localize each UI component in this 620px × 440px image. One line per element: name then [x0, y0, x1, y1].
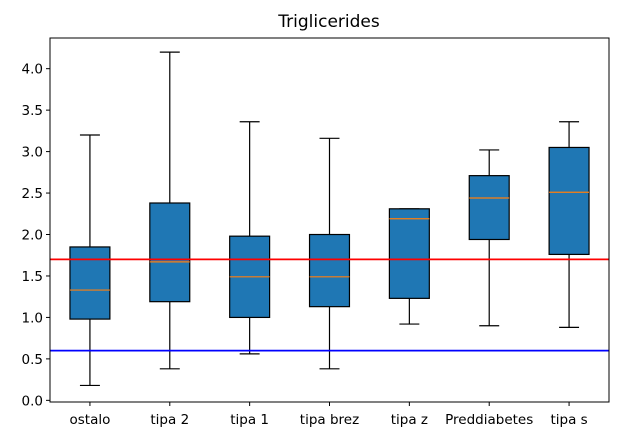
x-tick-label: tipa 2	[150, 412, 189, 428]
y-tick-label: 3.0	[22, 145, 43, 161]
x-tick-label: tipa 1	[230, 412, 269, 428]
reference-lines-layer	[50, 258, 609, 352]
box-iqr	[388, 208, 430, 299]
box-iqr	[548, 146, 590, 256]
box-preddiabetes	[468, 149, 510, 327]
plot-frame	[49, 37, 610, 403]
y-tick-label: 3.5	[22, 103, 43, 119]
x-tick-label: Preddiabetes	[445, 412, 533, 428]
y-tick-label: 2.0	[22, 228, 43, 244]
box-tipa-brez	[308, 137, 351, 370]
x-axis: ostalo tipa 2 tipa 1 tipa brez tipa z Preddia…	[69, 402, 588, 428]
box-tipa-2	[149, 51, 191, 370]
boxes-layer	[69, 51, 590, 387]
y-axis: 0.0 0.5 1.0 1.5 2.0 2.5 3.0 3.5 4.0	[22, 62, 50, 409]
box-iqr	[149, 202, 191, 303]
y-tick-label: 1.0	[22, 310, 43, 326]
y-tick-label: 2.5	[22, 186, 43, 202]
box-iqr	[69, 246, 111, 320]
box-tipa-1	[229, 121, 271, 355]
y-tick-label: 0.0	[22, 393, 43, 409]
chart-title: Triglicerides	[277, 12, 380, 32]
box-iqr	[468, 175, 510, 241]
box-tipa-s	[548, 121, 590, 328]
y-tick-label: 0.5	[22, 352, 43, 368]
y-tick-label: 1.5	[22, 269, 43, 285]
box-tipa-z	[388, 208, 430, 325]
x-tick-label: tipa brez	[300, 412, 359, 428]
box-iqr	[308, 233, 351, 308]
x-tick-label: ostalo	[69, 412, 110, 428]
x-tick-label: tipa s	[550, 412, 587, 428]
y-tick-label: 4.0	[22, 62, 43, 78]
x-tick-label: tipa z	[391, 412, 428, 428]
